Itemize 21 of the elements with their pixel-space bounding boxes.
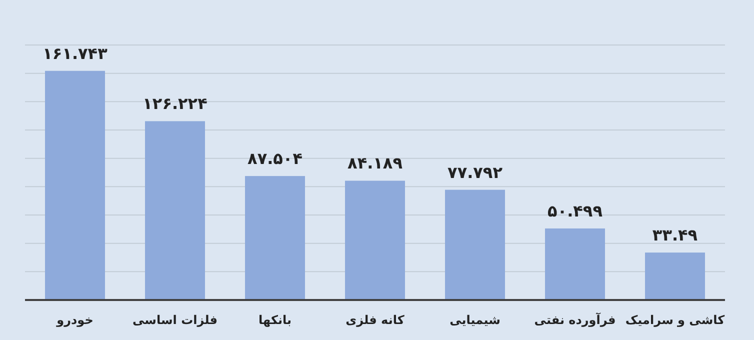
bar — [45, 70, 105, 300]
data-label: ۳۳.۴۹ — [652, 226, 698, 245]
x-tick-label: فلزات اساسی — [132, 313, 218, 327]
x-tick-label: فرآورده نفتی — [534, 312, 616, 327]
x-tick-label: بانکها — [258, 313, 292, 327]
data-label: ۸۷.۵۰۴ — [248, 149, 303, 168]
data-label: ۱۲۶.۲۲۴ — [142, 94, 208, 114]
bar — [545, 228, 605, 300]
bar — [345, 180, 405, 300]
x-tick-label: کانه فلزی — [346, 313, 404, 327]
data-label: ۷۷.۷۹۲ — [448, 162, 503, 182]
data-label: ۸۴.۱۸۹ — [348, 154, 403, 173]
bar — [645, 252, 705, 300]
x-tick-label: خودرو — [56, 313, 94, 327]
data-label: ۵۰.۴۹۹ — [548, 201, 603, 220]
bar — [145, 121, 205, 300]
x-tick-label: شیمیایی — [450, 313, 500, 327]
x-tick-label: کاشی و سرامیک — [625, 313, 725, 327]
bar — [245, 176, 305, 300]
bar — [445, 190, 505, 300]
data-label: ۱۶۱.۷۴۳ — [42, 44, 108, 63]
